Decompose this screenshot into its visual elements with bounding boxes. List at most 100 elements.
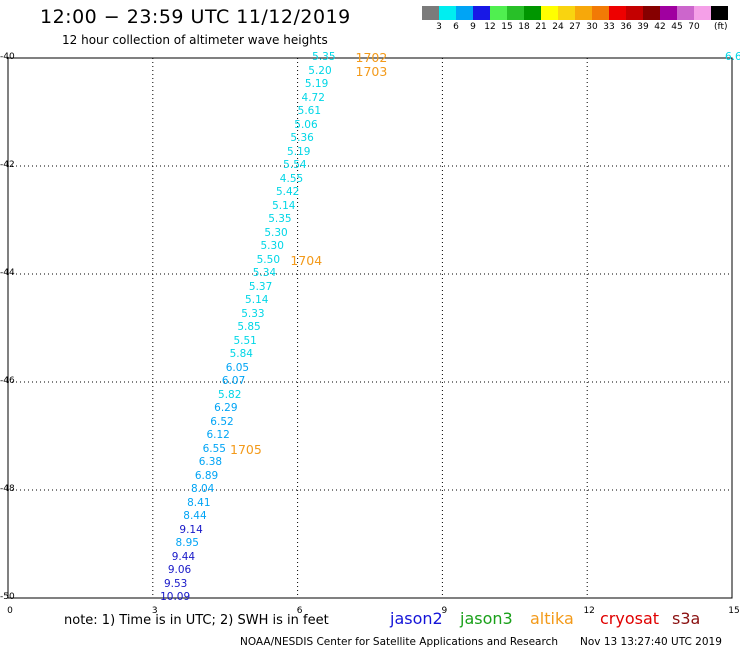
swh-value-label: 4.55 <box>279 172 304 185</box>
legend-swatch <box>422 6 439 20</box>
legend-swatch <box>439 6 456 20</box>
legend-tick-label: 36 <box>620 22 632 32</box>
legend-unit: (ft) <box>714 22 728 32</box>
swh-value-label: 5.30 <box>264 226 288 239</box>
y-tick-label: -50 <box>0 592 15 602</box>
swh-value-label: 5.19 <box>287 145 311 158</box>
satellite-name-jason2: jason2 <box>390 609 443 628</box>
legend-swatch <box>592 6 609 20</box>
color-scale-legend: 3 6 9 12 15 18 21 24 27 30 33 36 39 42 45 70 (ft) <box>422 6 728 34</box>
y-tick-label: -40 <box>0 52 15 62</box>
legend-tick-label: 45 <box>671 22 683 32</box>
swh-value-label: 9.06 <box>167 564 192 576</box>
swh-value-label: 8.95 <box>175 537 199 549</box>
x-tick-label: 9 <box>441 606 448 616</box>
swh-value-label: 9.14 <box>179 523 203 536</box>
swh-value-label: 9.53 <box>163 577 188 590</box>
x-tick-label: 12 <box>583 606 595 616</box>
swh-value-label: 5.50 <box>256 253 281 266</box>
swh-value-label: 8.44 <box>183 510 207 522</box>
legend-swatch <box>694 6 711 20</box>
legend-swatch <box>490 6 507 20</box>
swh-value-label: 5.20 <box>308 64 332 77</box>
legend-tick-label: 21 <box>535 22 547 32</box>
legend-tick-label: 24 <box>552 22 564 32</box>
legend-tick-label: 70 <box>688 22 700 32</box>
pass-number-label: 1703 <box>355 63 388 79</box>
legend-tick-label: 39 <box>637 22 649 32</box>
legend-swatch <box>558 6 575 20</box>
page-subtitle: 12 hour collection of altimeter wave hei… <box>62 33 328 47</box>
legend-tick-label: 15 <box>501 22 513 32</box>
swh-value-label: 5.84 <box>229 348 253 360</box>
swh-value-label: 5.82 <box>218 388 242 401</box>
legend-tick-label: 27 <box>569 22 581 32</box>
satellite-name-cryosat: cryosat <box>600 609 660 628</box>
swh-value-label: 5.51 <box>233 334 257 347</box>
legend-swatch <box>524 6 541 20</box>
x-tick-label: 0 <box>7 606 13 616</box>
legend-tick-label: 30 <box>586 22 598 32</box>
swh-value-label: 5.42 <box>275 186 300 198</box>
swh-value-label: 5.85 <box>237 321 261 333</box>
legend-swatch <box>626 6 643 20</box>
legend-tick-label: 18 <box>518 22 530 32</box>
legend-swatch <box>609 6 626 20</box>
y-tick-label: -44 <box>0 268 15 278</box>
swh-value-label: 6.12 <box>206 429 230 441</box>
swh-value-label: 5.33 <box>241 307 265 320</box>
pass-number-label: 1705 <box>230 441 262 457</box>
swh-value-label: 9.44 <box>171 550 196 563</box>
swh-value-label: 10.09 <box>160 591 191 603</box>
swh-value-label: 8.04 <box>190 483 215 495</box>
swh-value-label: 6.52 <box>210 415 234 428</box>
swh-value-label: 6.38 <box>198 456 223 468</box>
legend-tick-label: 9 <box>470 22 476 32</box>
x-tick-label: 3 <box>151 606 158 616</box>
legend-swatch <box>643 6 660 20</box>
footer-credit: NOAA/NESDIS Center for Satellite Applica… <box>240 636 558 648</box>
y-tick-label: -48 <box>0 484 15 494</box>
legend-tick-label: 12 <box>484 22 496 32</box>
legend-swatch <box>711 6 728 20</box>
legend-swatch <box>473 6 490 20</box>
swh-value-label: 4.72 <box>301 91 325 104</box>
swh-value-label: 6.89 <box>194 469 219 482</box>
swh-value-label: 5.61 <box>297 105 322 117</box>
satellite-name-s3a: s3a <box>672 609 701 628</box>
satellite-name-altika: altika <box>530 609 574 628</box>
legend-swatch <box>541 6 558 20</box>
pass-number-label: 1704 <box>290 252 323 268</box>
swh-value-label: 5.19 <box>304 78 329 90</box>
edge-measurement-label: 6.6 <box>725 51 740 63</box>
swh-value-label: 5.06 <box>294 118 318 131</box>
legend-swatch <box>507 6 524 20</box>
swh-value-label: 5.30 <box>260 240 284 252</box>
swh-value-label: 5.54 <box>283 159 307 171</box>
swh-value-label: 6.29 <box>214 402 238 414</box>
swh-value-label: 6.07 <box>221 375 246 387</box>
swh-value-label: 6.05 <box>225 361 250 374</box>
swh-value-label: 5.37 <box>248 280 273 293</box>
swh-value-label: 5.35 <box>312 51 336 63</box>
footer-note: note: 1) Time is in UTC; 2) SWH is in fe… <box>64 613 329 628</box>
footer-timestamp: Nov 13 13:27:40 UTC 2019 <box>580 636 722 648</box>
page-title: 12:00 − 23:59 UTC 11/12/2019 <box>40 6 351 28</box>
swh-value-label: 5.36 <box>290 132 314 144</box>
legend-swatch <box>677 6 694 20</box>
plot-frame <box>7 57 733 599</box>
legend-tick-label: 3 <box>436 22 442 32</box>
legend-tick-label: 33 <box>603 22 615 32</box>
legend-swatch <box>660 6 677 20</box>
legend-tick-label: 6 <box>453 22 459 32</box>
pass-number-label: 1702 <box>355 50 388 65</box>
swh-value-label: 5.14 <box>272 199 296 212</box>
legend-swatch <box>575 6 592 20</box>
swh-value-label: 8.41 <box>187 496 211 509</box>
swh-value-label: 5.34 <box>252 267 277 279</box>
swh-value-label: 5.14 <box>245 294 269 306</box>
satellite-name-jason3: jason3 <box>460 609 513 628</box>
y-tick-label: -42 <box>0 160 15 170</box>
x-tick-label: 6 <box>296 606 303 616</box>
